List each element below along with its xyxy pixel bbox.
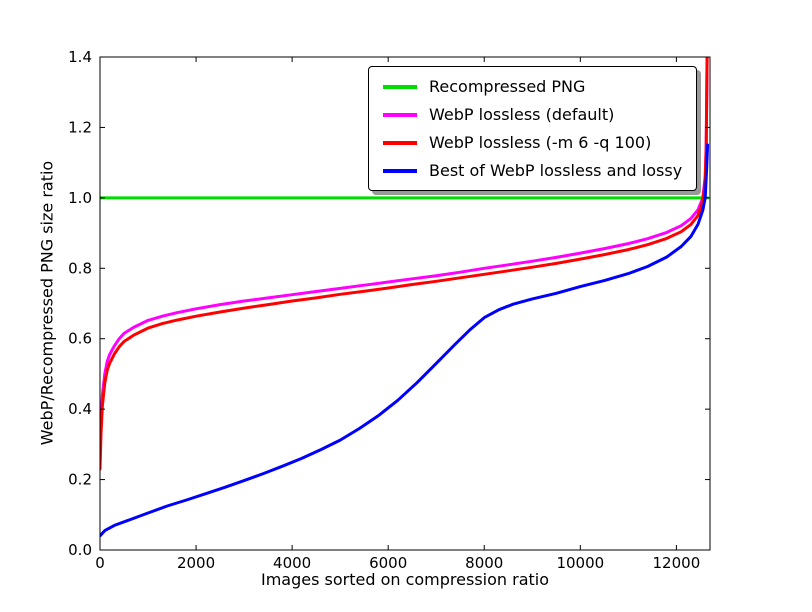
series-line-1 bbox=[100, 57, 709, 457]
legend-item-3: Best of WebP lossless and lossy bbox=[383, 161, 682, 180]
legend-label: Best of WebP lossless and lossy bbox=[429, 161, 683, 180]
legend-label: WebP lossless (default) bbox=[429, 105, 615, 124]
series-line-3 bbox=[100, 143, 710, 538]
series-lines bbox=[100, 57, 710, 538]
y-tick-label: 0.6 bbox=[68, 330, 92, 348]
y-tick-label: 1.0 bbox=[68, 189, 92, 207]
x-tick-label: 0 bbox=[95, 554, 105, 572]
legend-label: WebP lossless (-m 6 -q 100) bbox=[429, 133, 652, 152]
x-axis-label: Images sorted on compression ratio bbox=[260, 570, 550, 589]
legend-label: Recompressed PNG bbox=[429, 77, 586, 96]
legend-swatch bbox=[383, 84, 417, 89]
legend-swatch bbox=[383, 112, 417, 117]
legend-item-2: WebP lossless (-m 6 -q 100) bbox=[383, 133, 682, 152]
y-tick-label: 1.4 bbox=[68, 48, 92, 66]
legend-item-0: Recompressed PNG bbox=[383, 77, 682, 96]
legend-item-1: WebP lossless (default) bbox=[383, 105, 682, 124]
y-tick-label: 0.2 bbox=[68, 471, 92, 489]
y-axis-label: WebP/Recompressed PNG size ratio bbox=[37, 160, 57, 446]
x-tick-label: 12000 bbox=[653, 554, 701, 572]
legend-swatch bbox=[383, 168, 417, 173]
series-line-2 bbox=[100, 57, 709, 471]
axes-frame bbox=[99, 56, 711, 551]
x-tick-label: 6000 bbox=[369, 554, 407, 572]
y-tick-label: 0.0 bbox=[68, 541, 92, 559]
x-tick-label: 8000 bbox=[465, 554, 503, 572]
y-tick-label: 0.4 bbox=[68, 400, 92, 418]
legend-swatch bbox=[383, 140, 417, 145]
y-tick-label: 1.2 bbox=[68, 118, 92, 136]
legend: Recompressed PNG WebP lossless (default) W… bbox=[368, 66, 698, 191]
y-tick-label: 0.8 bbox=[68, 259, 92, 277]
x-tick-label: 10000 bbox=[556, 554, 604, 572]
x-tick-label: 2000 bbox=[177, 554, 215, 572]
x-tick-label: 4000 bbox=[273, 554, 311, 572]
